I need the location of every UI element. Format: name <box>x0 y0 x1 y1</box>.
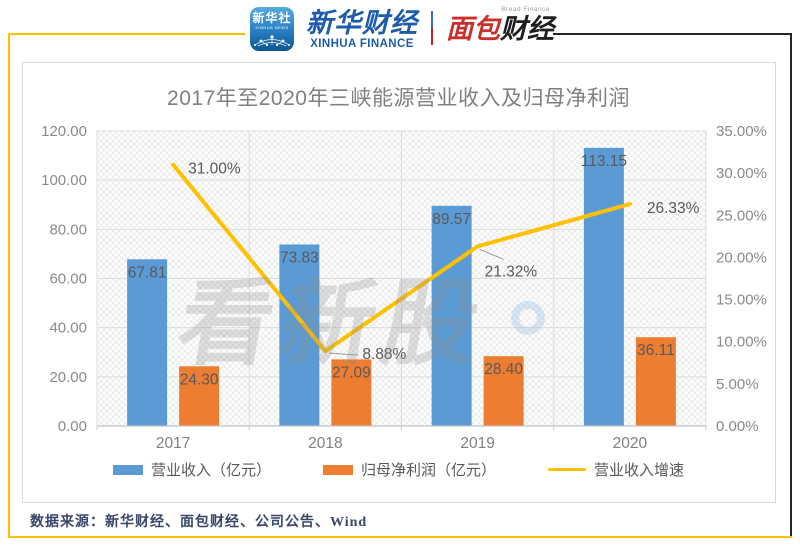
bread-finance-cn: 面包财经 <box>446 14 556 44</box>
line-label-leader <box>479 248 504 260</box>
bread-finance-cn-black: 财经 <box>500 14 554 44</box>
x-axis-label: 2020 <box>613 435 648 452</box>
data-source-note: 数据来源：新华财经、面包财经、公司公告、Wind <box>30 515 368 530</box>
legend-item-revenue: 营业收入（亿元） <box>112 459 271 480</box>
xinhua-news-app-icon: 新华社 XINHUA NEWS <box>250 7 294 51</box>
bar-1-2018 <box>331 359 372 426</box>
right-axis-tick: 10.00% <box>716 334 767 351</box>
left-axis-tick: 100.00 <box>41 172 87 189</box>
xinhua-app-globe-icon <box>254 35 290 47</box>
legend-label-revenue: 营业收入（亿元） <box>150 462 271 479</box>
chart-plot: 0.00 20.00 40.00 60.00 80.00 100.00 120.00 0.00… <box>41 123 767 452</box>
bread-finance-logo: Bread Finance 面包财经 <box>446 6 556 44</box>
legend-item-growth: 营业收入增速 <box>548 459 684 480</box>
right-axis-tick: 30.00% <box>716 165 767 182</box>
left-axis-tick: 0.00 <box>58 418 87 435</box>
right-axis-tick: 15.00% <box>716 292 767 309</box>
xinhua-finance-logo: 新华财经 XINHUA FINANCE <box>303 9 421 50</box>
line-point-label: 31.00% <box>188 161 241 178</box>
legend-swatch-profit-icon <box>322 464 353 475</box>
right-axis-tick: 35.00% <box>716 123 767 140</box>
x-axis-label: 2019 <box>460 435 494 452</box>
frame-right-line <box>790 33 792 538</box>
bread-finance-cn-red: 面包 <box>446 14 500 44</box>
bar-label: 67.81 <box>128 264 167 281</box>
bar-label: 73.83 <box>280 250 319 267</box>
legend-item-profit: 归母净利润（亿元） <box>322 459 496 480</box>
legend-label-profit: 归母净利润（亿元） <box>360 462 496 479</box>
frame-bottom-line <box>8 536 792 538</box>
left-axis-tick: 20.00 <box>49 369 87 386</box>
frame-top-right-line <box>553 33 792 35</box>
right-axis-tick: 0.00% <box>716 418 759 435</box>
right-axis-tick: 20.00% <box>716 249 767 266</box>
xinhua-finance-en: XINHUA FINANCE <box>310 38 414 50</box>
frame-top-left-line <box>8 33 245 35</box>
chart-card: 2017年至2020年三峡能源营业收入及归母净利润 0.00 20.00 40.00… <box>22 62 776 503</box>
bar-0-2020 <box>583 147 624 426</box>
legend-label-growth: 营业收入增速 <box>594 462 685 479</box>
x-axis-label: 2017 <box>156 435 190 452</box>
logo-divider-line <box>431 11 433 45</box>
bar-label: 24.30 <box>180 371 219 388</box>
growth-line <box>171 162 632 354</box>
left-axis-tick: 120.00 <box>41 123 87 140</box>
bar-0-2017 <box>127 259 168 426</box>
bar-0-2019 <box>431 205 472 426</box>
bar-label: 36.11 <box>637 342 675 359</box>
line-label-leader <box>329 352 359 356</box>
chart-area: 2017年至2020年三峡能源营业收入及归母净利润 0.00 20.00 40.00… <box>23 63 774 501</box>
legend-swatch-revenue-icon <box>112 464 143 475</box>
xinhua-app-cn-label: 新华社 <box>252 11 292 25</box>
bar-1-2019 <box>483 356 524 426</box>
xinhua-app-en-label: XINHUA NEWS <box>255 25 289 30</box>
line-point-label: 26.33% <box>647 200 700 217</box>
bar-label: 28.40 <box>484 361 523 378</box>
bread-finance-en: Bread Finance <box>501 6 550 13</box>
left-axis-tick: 40.00 <box>49 320 87 337</box>
line-point-label: 8.88% <box>362 346 406 363</box>
x-axis-label: 2018 <box>308 435 342 452</box>
chart-title: 2017年至2020年三峡能源营业收入及归母净利润 <box>167 87 630 110</box>
legend-swatch-growth-icon <box>548 467 586 472</box>
chart-legend: 营业收入（亿元） 归母净利润（亿元） 营业收入增速 <box>23 459 774 480</box>
bar-label: 27.09 <box>332 364 371 381</box>
frame-left-line <box>8 33 10 538</box>
left-axis-tick: 80.00 <box>49 221 87 238</box>
bar-label: 89.57 <box>432 211 471 228</box>
right-axis-tick: 5.00% <box>716 376 759 393</box>
bar-label: 113.15 <box>581 153 627 170</box>
bar-1-2020 <box>635 337 676 426</box>
watermark-circle-icon <box>511 301 545 335</box>
bar-1-2017 <box>179 366 220 426</box>
xinhua-finance-cn: 新华财经 <box>306 8 418 38</box>
left-axis-tick: 60.00 <box>49 271 87 288</box>
line-point-label: 21.32% <box>485 263 538 280</box>
right-axis-tick: 25.00% <box>716 207 767 224</box>
